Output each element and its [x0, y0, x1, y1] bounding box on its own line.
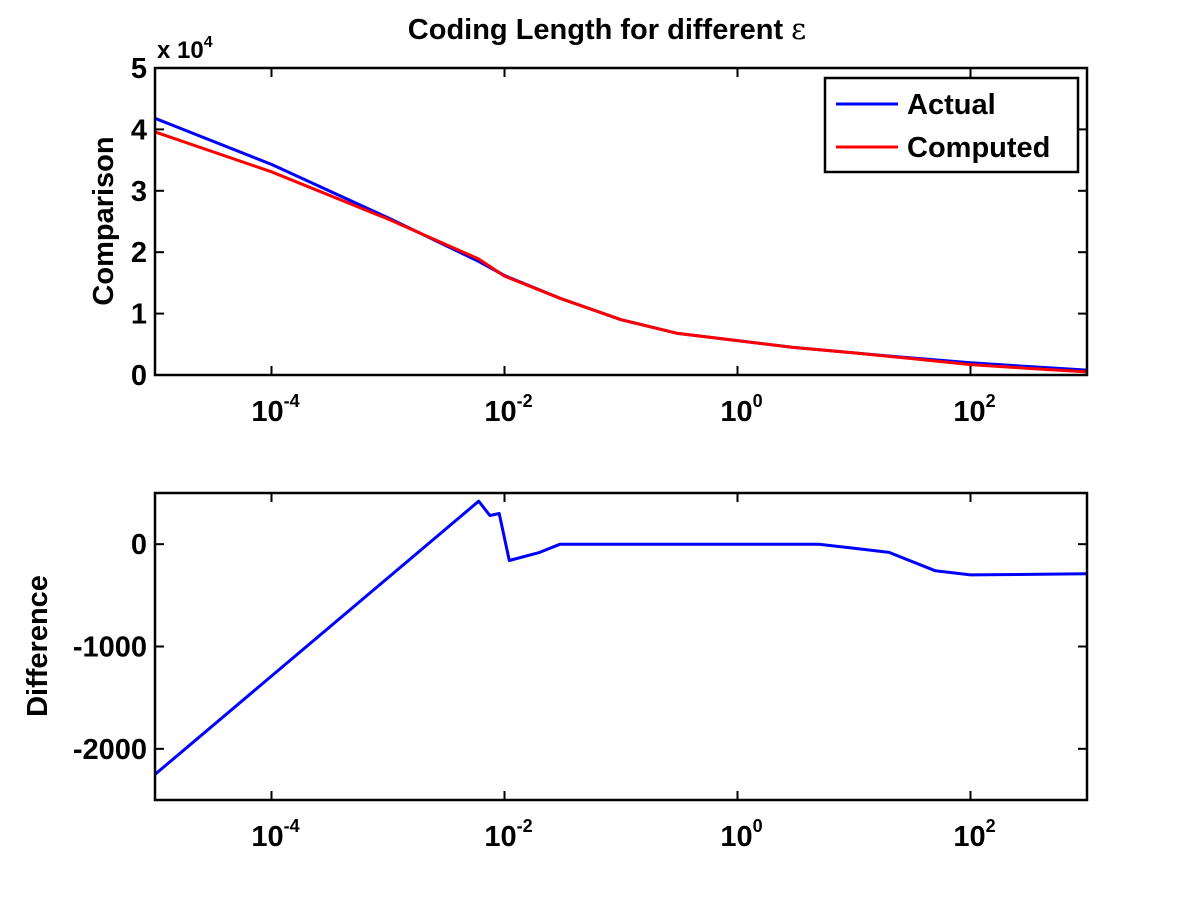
- chart-title: Coding Length for different ε: [408, 12, 806, 46]
- top-y-tick-label: 0: [131, 360, 147, 392]
- top-x-tick-label: 10-2: [484, 391, 532, 428]
- bottom-y-tick-label: 0: [131, 529, 147, 561]
- top-ticks-layer: 10-4 10-2 100 102 0 1 2 3 4 5: [131, 53, 1087, 428]
- legend-box: [823, 76, 1080, 174]
- bottom-x-tick-label: 10-2: [484, 816, 532, 853]
- top-x-tick-label: 102: [953, 391, 995, 428]
- top-y-tick-label: 1: [131, 299, 147, 331]
- bottom-x-tick-label: 100: [720, 816, 762, 853]
- top-y-tick-label: 5: [131, 53, 147, 85]
- top-x-tick-label: 100: [720, 391, 762, 428]
- top-y-tick-label: 4: [131, 114, 147, 146]
- bottom-series-layer: [154, 499, 1088, 776]
- bottom-axes-box: [153, 491, 1089, 802]
- top-series-layer: [154, 116, 1088, 374]
- top-y-axis-label: Comparison: [88, 136, 120, 305]
- legend-label-computed: Computed: [907, 132, 1050, 164]
- top-axes-box: [153, 66, 1089, 377]
- top-legend: Actual Computed: [823, 76, 1080, 174]
- top-line-computed: [154, 130, 1088, 374]
- top-y-multiplier-base: x 10: [157, 37, 204, 64]
- top-x-tick-label: 10-4: [251, 391, 299, 428]
- top-y-multiplier: x 104: [157, 34, 213, 64]
- bottom-y-tick-label: -1000: [73, 632, 147, 664]
- top-y-multiplier-exp: 4: [204, 34, 213, 51]
- bottom-x-tick-label: 10-4: [251, 816, 299, 853]
- bottom-y-axis-label: Difference: [22, 575, 54, 717]
- top-y-tick-label: 3: [131, 176, 147, 208]
- chart-title-epsilon: ε: [791, 12, 806, 46]
- bottom-x-tick-label: 102: [953, 816, 995, 853]
- top-y-tick-label: 2: [131, 237, 147, 269]
- bottom-ticks-layer: 10-4 10-2 100 102 -2000 -1000 0: [73, 493, 1087, 853]
- bottom-panel-difference: 10-4 10-2 100 102 -2000 -1000 0 Difference: [22, 491, 1089, 853]
- bottom-y-tick-label: -2000: [73, 734, 147, 766]
- bottom-line-series-0: [154, 499, 1088, 776]
- chart-title-text: Coding Length for different: [408, 14, 791, 46]
- legend-label-actual: Actual: [907, 89, 996, 121]
